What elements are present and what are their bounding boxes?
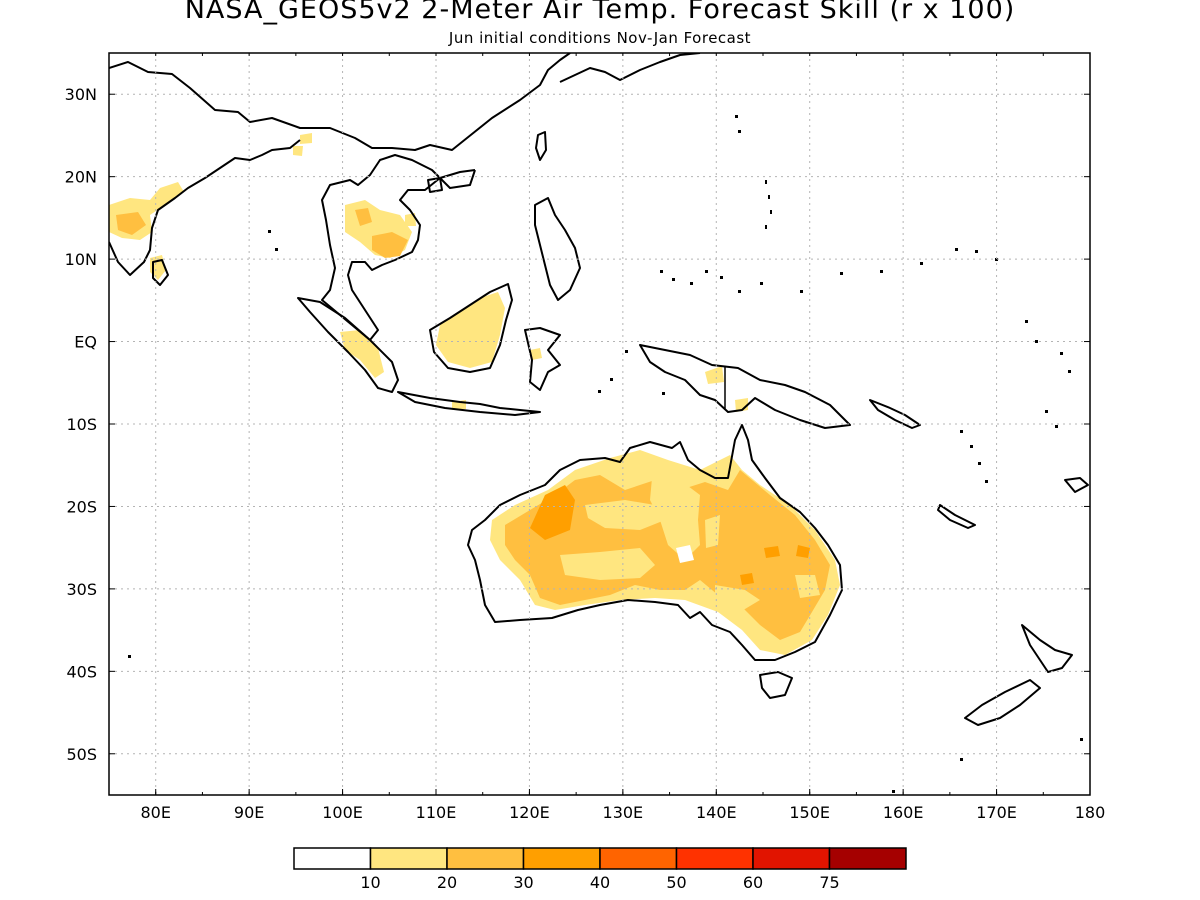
legend-label: 50	[666, 873, 686, 892]
lon-tick-label: 80E	[140, 803, 170, 822]
lat-tick-label: 40S	[66, 662, 97, 681]
legend-label: 20	[437, 873, 457, 892]
lon-tick-label: 150E	[789, 803, 830, 822]
color-legend: 10 20 30 40 50 60 75	[293, 847, 907, 892]
skill-shading	[109, 133, 840, 655]
coast-borneo	[429, 283, 513, 373]
legend-label: 60	[743, 873, 763, 892]
coast-tasmania	[759, 671, 793, 699]
lon-tick-label: 90E	[234, 803, 264, 822]
lat-tick-label: 20N	[65, 168, 97, 187]
coastlines	[109, 53, 1089, 726]
coast-australia	[467, 424, 843, 661]
lat-tick-label: 20S	[66, 497, 97, 516]
coast-japan	[559, 53, 701, 83]
legend-swatch	[522, 847, 601, 870]
coast-solomons	[869, 399, 921, 429]
coast-taiwan	[535, 131, 547, 161]
skill-region-india	[109, 182, 184, 240]
map-grid	[109, 53, 1090, 795]
map-title: NASA_GEOS5v2 2-Meter Air Temp. Forecast …	[184, 0, 1016, 25]
lat-tick-label: EQ	[74, 333, 97, 352]
legend-swatch	[828, 847, 907, 870]
coast-new-caledonia	[937, 504, 976, 529]
axis-ticks: 80E 90E 100E 110E 120E 130E 140E 150E 160E 170E 18…	[65, 53, 1106, 822]
lat-tick-label: 30N	[65, 85, 97, 104]
coast-asia-mainland	[109, 53, 571, 341]
lon-tick-label: 110E	[416, 803, 457, 822]
legend-swatch	[675, 847, 754, 870]
map-frame	[108, 52, 1091, 796]
lat-tick-label: 10S	[66, 415, 97, 434]
lon-tick-label: 130E	[603, 803, 644, 822]
coast-sulawesi	[524, 327, 561, 391]
lon-tick-label: 180	[1075, 803, 1106, 822]
coast-new-guinea	[639, 344, 851, 429]
legend-swatch	[446, 847, 525, 870]
legend-label: 75	[819, 873, 839, 892]
legend-swatch	[369, 847, 448, 870]
small-islands	[128, 115, 1083, 793]
coast-java	[397, 391, 541, 416]
legend-swatch	[752, 847, 831, 870]
skill-region-borneo	[436, 292, 505, 368]
coast-hainan	[427, 177, 443, 193]
lon-tick-label: 170E	[976, 803, 1017, 822]
coast-fiji	[1064, 477, 1089, 493]
legend-swatch	[293, 847, 372, 870]
skill-region-sumatra	[340, 330, 384, 378]
lon-tick-label: 160E	[883, 803, 924, 822]
coast-sri-lanka	[152, 259, 169, 286]
lat-tick-label: 10N	[65, 250, 97, 269]
legend-label: 30	[513, 873, 533, 892]
lat-tick-label: 30S	[66, 580, 97, 599]
coast-philippines	[534, 197, 581, 301]
lat-tick-label: 50S	[66, 745, 97, 764]
map-subtitle: Jun initial conditions Nov-Jan Forecast	[448, 29, 752, 47]
lon-tick-label: 120E	[509, 803, 550, 822]
legend-label: 10	[360, 873, 380, 892]
legend-swatch	[599, 847, 678, 870]
lon-tick-label: 140E	[696, 803, 737, 822]
coast-sumatra	[297, 297, 399, 393]
lon-tick-label: 100E	[322, 803, 363, 822]
coast-new-zealand-north	[1021, 624, 1073, 673]
legend-label: 40	[590, 873, 610, 892]
coast-new-zealand-south	[964, 679, 1041, 726]
